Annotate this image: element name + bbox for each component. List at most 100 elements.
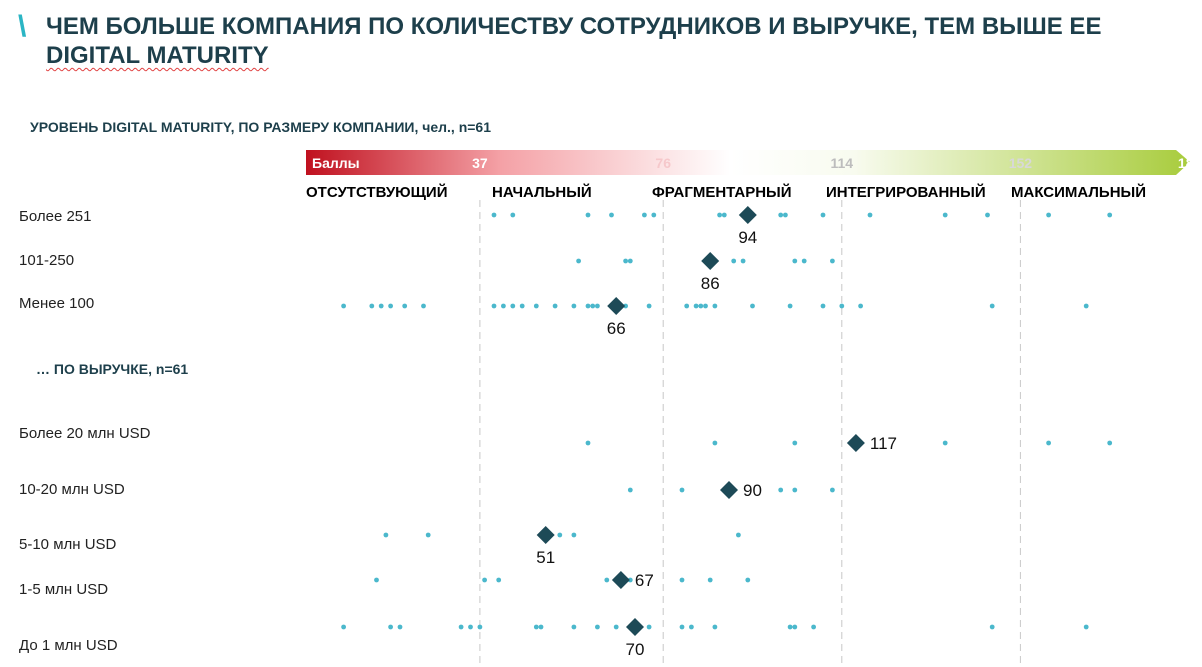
data-point [689, 624, 694, 630]
data-point [595, 303, 600, 309]
data-point [623, 303, 628, 309]
data-point [642, 212, 647, 218]
data-point [533, 303, 539, 309]
mean-label: 86 [701, 274, 720, 293]
data-point [989, 624, 995, 630]
data-point [1046, 212, 1051, 218]
data-point [627, 258, 633, 264]
row-label: 1-5 млн USD [19, 581, 109, 598]
data-point [585, 212, 591, 218]
data-point [585, 440, 591, 446]
data-point [679, 624, 685, 630]
row-label: 10-20 млн USD [19, 481, 125, 498]
data-point [731, 258, 737, 264]
row-label: Более 251 [19, 208, 92, 225]
data-point [1107, 440, 1113, 446]
data-point [787, 303, 793, 309]
data-point [736, 532, 741, 538]
title-accent: \ [18, 10, 27, 43]
data-point [820, 212, 826, 218]
data-point [482, 577, 487, 583]
data-point [491, 212, 497, 218]
data-point [571, 624, 577, 630]
data-point [707, 577, 713, 583]
data-point [552, 303, 558, 309]
data-point [801, 258, 807, 264]
mean-marker [611, 571, 630, 589]
row-label: 101-250 [19, 252, 75, 269]
axis-tick-label: 188 [1178, 155, 1202, 171]
data-point [627, 577, 633, 583]
axis-tick-label: 37 [472, 155, 488, 171]
data-point [388, 624, 393, 630]
data-point [501, 303, 506, 309]
data-point [740, 258, 746, 264]
data-point [595, 624, 600, 630]
data-point [684, 303, 690, 309]
data-point [369, 303, 375, 309]
data-point [792, 258, 798, 264]
data-point [867, 212, 873, 218]
mean-marker [738, 206, 757, 224]
mean-marker [720, 481, 738, 499]
data-point [533, 624, 539, 630]
data-point [721, 212, 727, 218]
axis-tick-label: 76 [655, 155, 671, 171]
data-point [496, 577, 502, 583]
data-point [458, 624, 464, 630]
level-label: ОТСУТСТВУЮЩИЙ [306, 184, 448, 201]
data-point [787, 624, 793, 630]
data-point [820, 303, 826, 309]
data-point [468, 624, 473, 630]
mean-label: 70 [626, 640, 645, 659]
data-point [830, 487, 835, 493]
row-label: Менее 100 [19, 295, 95, 312]
data-point [792, 440, 798, 446]
data-point [571, 303, 577, 309]
data-point [1083, 624, 1089, 630]
axis-tick-label: 114 [831, 155, 854, 171]
mean-label: 94 [738, 228, 757, 247]
level-label: НАЧАЛЬНЫЙ [492, 184, 592, 201]
mean-marker [846, 434, 865, 452]
data-point [557, 532, 563, 538]
data-point [646, 303, 652, 309]
data-point [383, 532, 389, 538]
data-point [378, 303, 384, 309]
mean-label: 51 [536, 548, 555, 567]
data-point [830, 258, 835, 264]
data-point [623, 258, 628, 264]
data-point [590, 303, 596, 309]
axis-tick-label: 152 [1009, 155, 1033, 171]
revenue-section-title: … ПО ВЫРУЧКЕ, n=61 [36, 361, 189, 377]
data-point [679, 487, 685, 493]
level-label: ФРАГМЕНТАРНЫЙ [652, 184, 792, 201]
data-point [717, 212, 722, 218]
data-point [1083, 303, 1089, 309]
data-point [942, 440, 948, 446]
data-point [627, 487, 633, 493]
data-point [942, 212, 948, 218]
data-point [374, 577, 379, 583]
row-label: До 1 млн USD [19, 637, 118, 654]
data-point [646, 624, 652, 630]
data-point [811, 624, 816, 630]
row-label: 5-10 млн USD [19, 536, 117, 553]
data-point [421, 303, 426, 309]
data-point [703, 303, 708, 309]
data-point [477, 624, 483, 630]
mean-marker [626, 618, 644, 636]
data-point [712, 440, 718, 446]
data-point [858, 303, 863, 309]
data-point [519, 303, 525, 309]
data-point [792, 624, 798, 630]
data-point [388, 303, 393, 309]
data-point [778, 487, 784, 493]
data-point [792, 487, 798, 493]
data-point [679, 577, 685, 583]
data-point [712, 624, 718, 630]
data-point [651, 212, 657, 218]
data-point [585, 303, 591, 309]
data-point [510, 212, 516, 218]
